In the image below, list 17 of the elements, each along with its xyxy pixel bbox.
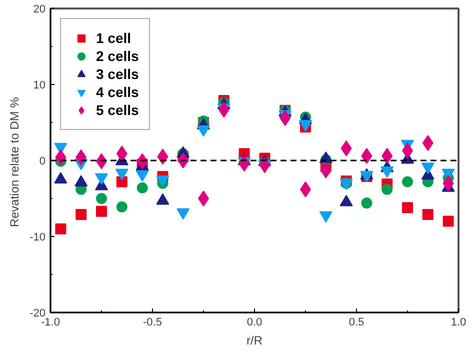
legend-label: 5 cells — [96, 102, 139, 118]
y-tick-label: 0 — [39, 156, 46, 168]
x-tick-label: 0.0 — [246, 316, 262, 328]
y-axis-title: Revation relate to DM % — [8, 96, 22, 228]
x-tick-label: 0.5 — [348, 316, 364, 328]
y-tick-label: 10 — [33, 80, 46, 92]
y-tick-label: -20 — [30, 308, 46, 320]
legend-label: 4 cells — [96, 84, 139, 100]
y-tick-label: -10 — [30, 232, 46, 244]
x-tick-label: -1.0 — [41, 316, 60, 328]
legend-label: 2 cells — [96, 48, 139, 64]
legend-label: 1 cell — [96, 30, 132, 46]
x-tick-label: 1.0 — [450, 316, 466, 328]
x-axis-title: r/R — [246, 334, 263, 348]
x-tick-label: -0.5 — [143, 316, 162, 328]
legend-label: 3 cells — [96, 66, 139, 82]
y-tick-label: 20 — [33, 4, 46, 16]
